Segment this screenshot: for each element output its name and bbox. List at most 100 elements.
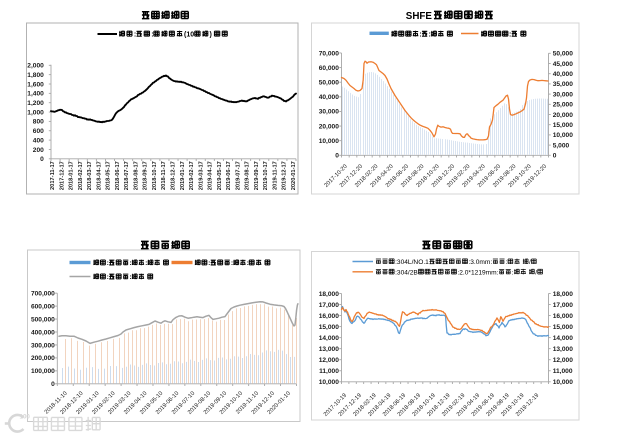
svg-text:1,600: 1,600 [27, 81, 44, 88]
svg-text:2018-09-17: 2018-09-17 [143, 161, 149, 190]
svg-text:12,000: 12,000 [553, 357, 574, 364]
svg-text:17,000: 17,000 [319, 302, 340, 309]
svg-text:70,000: 70,000 [319, 50, 340, 57]
svg-text:18,000: 18,000 [319, 291, 340, 298]
svg-text:2019-10-17: 2019-10-17 [263, 161, 269, 190]
svg-text:2018-12-17: 2018-12-17 [171, 161, 177, 190]
svg-text:2018-08-17: 2018-08-17 [133, 161, 139, 190]
svg-text:18,000: 18,000 [553, 291, 574, 298]
svg-text:400,000: 400,000 [31, 329, 55, 336]
svg-text::: : [134, 32, 136, 39]
svg-text::: : [428, 32, 430, 39]
svg-text::: : [509, 32, 511, 39]
svg-text:0: 0 [40, 156, 44, 163]
svg-text:17,000: 17,000 [553, 302, 574, 309]
svg-text:300,000: 300,000 [31, 342, 55, 349]
svg-text:14,000: 14,000 [553, 335, 574, 342]
svg-text:2019-08-17: 2019-08-17 [245, 161, 251, 190]
svg-text:50,000: 50,000 [319, 80, 340, 87]
svg-text:25,000: 25,000 [553, 102, 574, 109]
svg-text:400: 400 [33, 137, 44, 144]
svg-text:12,000: 12,000 [319, 357, 340, 364]
svg-text:20,000: 20,000 [319, 123, 340, 130]
svg-text:10,000: 10,000 [319, 138, 340, 145]
svg-text:16,000: 16,000 [319, 313, 340, 320]
svg-text:1,000: 1,000 [27, 109, 44, 116]
svg-text:2019-05-17: 2019-05-17 [217, 161, 223, 190]
svg-text::: : [129, 260, 131, 267]
svg-text:2019-12-17: 2019-12-17 [282, 161, 288, 190]
svg-text::: : [145, 260, 147, 267]
svg-text:35,000: 35,000 [553, 81, 574, 88]
svg-text:10,000: 10,000 [553, 132, 574, 139]
svg-text:SHFE: SHFE [406, 11, 433, 22]
svg-text:2018-03-17: 2018-03-17 [87, 161, 93, 190]
svg-text:/: / [529, 259, 531, 266]
svg-text:45,000: 45,000 [553, 61, 574, 68]
svg-text:10,000: 10,000 [319, 379, 340, 386]
svg-text:200,000: 200,000 [31, 355, 55, 362]
svg-text:2018-02-17: 2018-02-17 [78, 161, 84, 190]
svg-text:2019-06-17: 2019-06-17 [226, 161, 232, 190]
svg-text:1,800: 1,800 [27, 72, 44, 79]
svg-text::2.0*1219mm:: :2.0*1219mm: [457, 269, 498, 276]
svg-text:2019-11-17: 2019-11-17 [272, 161, 278, 190]
svg-text:2017-11-17: 2017-11-17 [50, 161, 56, 190]
svg-text:0: 0 [51, 381, 55, 388]
svg-text::: : [247, 260, 249, 267]
svg-text:40,000: 40,000 [553, 71, 574, 78]
svg-text:500,000: 500,000 [31, 316, 55, 323]
svg-text:20,000: 20,000 [553, 112, 574, 119]
svg-text::: : [231, 260, 233, 267]
svg-text:16,000: 16,000 [553, 313, 574, 320]
svg-text:2018-07-17: 2018-07-17 [124, 161, 130, 190]
svg-text:13,000: 13,000 [553, 346, 574, 353]
svg-text:(10: (10 [184, 32, 194, 39]
svg-text:2018-10-17: 2018-10-17 [152, 161, 158, 190]
svg-text:2017-12-17: 2017-12-17 [59, 161, 65, 190]
svg-text:30,000: 30,000 [553, 91, 574, 98]
svg-text:14,000: 14,000 [319, 335, 340, 342]
svg-text:800: 800 [33, 119, 44, 126]
svg-text::: : [107, 274, 109, 281]
svg-text::: : [151, 32, 153, 39]
svg-text:2018-04-17: 2018-04-17 [96, 161, 102, 190]
svg-text:10,000: 10,000 [553, 379, 574, 386]
svg-text:): ) [210, 32, 212, 39]
svg-text:/: / [535, 269, 537, 276]
svg-text:11,000: 11,000 [553, 368, 573, 375]
svg-text:1,200: 1,200 [27, 100, 44, 107]
svg-text:30,000: 30,000 [319, 109, 340, 116]
svg-text:200: 200 [33, 147, 44, 154]
svg-text:2020-01-17: 2020-01-17 [291, 161, 297, 190]
svg-text::: : [129, 274, 131, 281]
svg-text:2018-11-17: 2018-11-17 [161, 161, 167, 190]
svg-text:15,000: 15,000 [319, 324, 340, 331]
svg-text:5,000: 5,000 [553, 142, 570, 149]
svg-text:13,000: 13,000 [319, 346, 340, 353]
svg-text::: : [505, 259, 507, 266]
svg-text::3.0mm:: :3.0mm: [468, 259, 492, 266]
svg-text:0: 0 [553, 153, 557, 160]
svg-text:60,000: 60,000 [319, 65, 340, 72]
svg-text:15,000: 15,000 [553, 122, 574, 129]
svg-text:2019-02-17: 2019-02-17 [189, 161, 195, 190]
svg-text:2019-01-17: 2019-01-17 [180, 161, 186, 190]
svg-text:50,000: 50,000 [553, 51, 574, 58]
svg-text:0: 0 [335, 153, 339, 160]
svg-text:700,000: 700,000 [31, 291, 55, 298]
svg-text:1,400: 1,400 [27, 91, 44, 98]
svg-text::304L/NO.1: :304L/NO.1 [395, 259, 429, 266]
svg-text:2,000: 2,000 [27, 63, 44, 70]
svg-text:2019-04-17: 2019-04-17 [208, 161, 214, 190]
svg-text:2018-05-17: 2018-05-17 [106, 161, 112, 190]
svg-text::304/2B: :304/2B [395, 269, 418, 276]
svg-text:2019-07-17: 2019-07-17 [235, 161, 241, 190]
svg-text::: : [512, 269, 514, 276]
svg-text:40,000: 40,000 [319, 94, 340, 101]
svg-text:2018-06-17: 2018-06-17 [115, 161, 121, 190]
svg-text:100: 100 [20, 414, 31, 421]
svg-text:600,000: 600,000 [31, 303, 55, 310]
svg-text:2019-09-17: 2019-09-17 [254, 161, 260, 190]
svg-text:11,000: 11,000 [319, 368, 339, 375]
